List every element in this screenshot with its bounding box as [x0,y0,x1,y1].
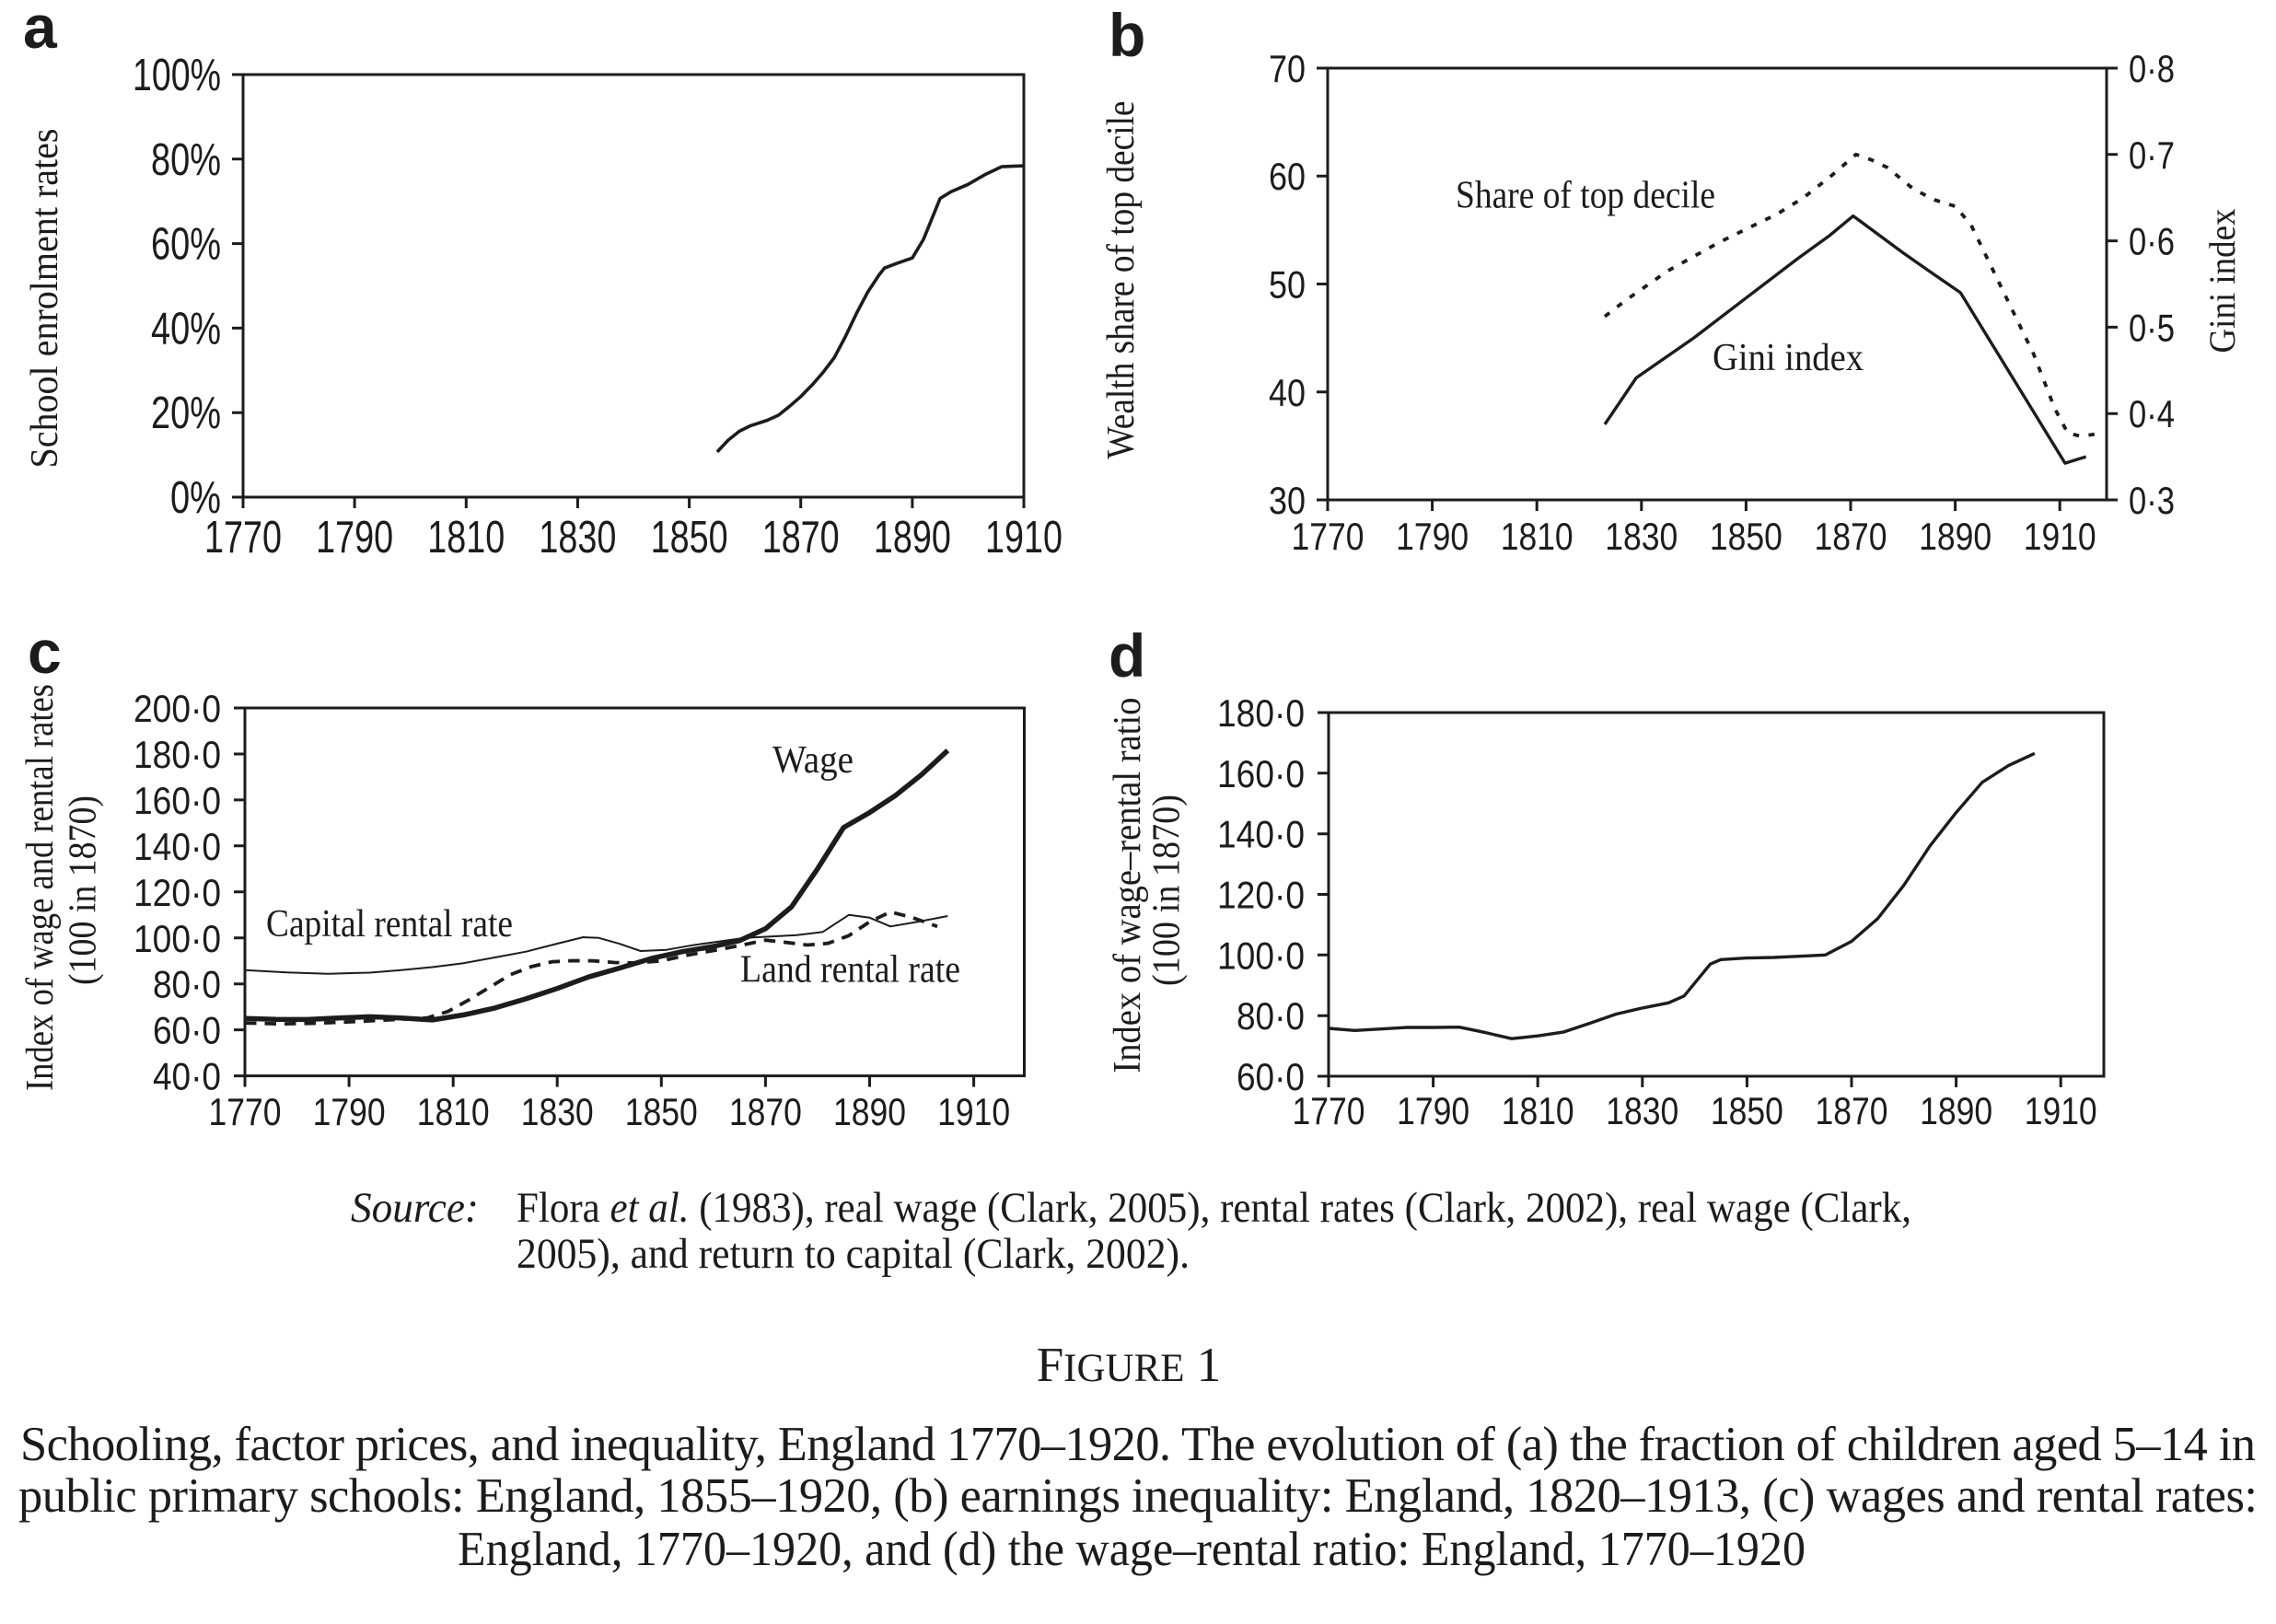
svg-text:(100 in 1870): (100 in 1870) [63,795,105,985]
svg-text:100%: 100% [133,51,221,100]
svg-text:Index of wage–rental ratio: Index of wage–rental ratio [1107,698,1149,1073]
svg-text:1890: 1890 [874,513,951,563]
svg-text:40·0: 40·0 [153,1055,221,1098]
svg-text:140·0: 140·0 [134,825,221,868]
svg-text:School enrolment rates: School enrolment rates [24,129,66,469]
svg-text:1910: 1910 [985,513,1063,563]
svg-text:1830: 1830 [539,513,616,563]
svg-text:80·0: 80·0 [1237,994,1305,1038]
svg-text:Source:: Source: [351,1184,479,1232]
svg-text:140·0: 140·0 [1217,813,1305,856]
svg-text:100·0: 100·0 [134,917,221,960]
svg-text:80·0: 80·0 [153,963,221,1006]
svg-text:0·6: 0·6 [2129,220,2175,263]
svg-text:Gini index: Gini index [1713,337,1864,379]
svg-text:60·0: 60·0 [1237,1055,1305,1098]
svg-text:Share of top decile: Share of top decile [1456,175,1715,217]
svg-text:30: 30 [1269,479,1306,522]
svg-text:70: 70 [1269,47,1306,90]
svg-text:public primary schools: Englan: public primary schools: England, 1855–19… [18,1469,2258,1523]
svg-text:180·0: 180·0 [134,733,221,776]
svg-text:1850: 1850 [625,1090,698,1133]
svg-text:1870: 1870 [762,513,840,563]
svg-text:20%: 20% [151,389,221,438]
svg-text:40%: 40% [151,304,221,354]
svg-text:60%: 60% [151,220,221,270]
svg-text:1910: 1910 [2024,515,2096,558]
svg-text:160·0: 160·0 [1217,752,1305,795]
svg-text:b: b [1109,1,1145,69]
svg-text:1890: 1890 [1920,1089,1992,1132]
svg-text:1870: 1870 [1816,1089,1888,1132]
svg-text:Flora et al. (1983), real wage: Flora et al. (1983), real wage (Clark, 2… [517,1184,1911,1232]
svg-text:Index of wage and rental rates: Index of wage and rental rates [19,684,62,1091]
svg-text:Capital rental rate: Capital rental rate [266,903,513,945]
svg-text:50: 50 [1269,263,1306,307]
svg-text:80%: 80% [151,135,221,185]
svg-text:England, 1770–1920, and (d) th: England, 1770–1920, and (d) the wage–ren… [458,1523,1806,1576]
svg-text:0·4: 0·4 [2129,392,2175,435]
svg-text:40: 40 [1269,371,1306,414]
svg-text:200·0: 200·0 [134,687,221,730]
svg-text:1810: 1810 [417,1090,490,1133]
svg-text:Land rental rate: Land rental rate [740,949,960,992]
svg-text:0%: 0% [170,473,221,523]
svg-text:120·0: 120·0 [134,871,221,914]
svg-text:0·5: 0·5 [2129,306,2175,349]
svg-text:1850: 1850 [1710,515,1782,558]
svg-text:(100 in 1870): (100 in 1870) [1146,795,1189,986]
svg-text:FIGURE 1: FIGURE 1 [1037,1339,1222,1392]
svg-text:d: d [1109,621,1145,690]
svg-text:120·0: 120·0 [1217,874,1305,917]
svg-text:1810: 1810 [1501,515,1573,558]
svg-text:180·0: 180·0 [1217,691,1305,735]
svg-text:1770: 1770 [209,1090,282,1133]
svg-text:1790: 1790 [316,513,393,563]
svg-text:1770: 1770 [204,513,282,563]
svg-text:0·7: 0·7 [2129,133,2175,177]
svg-text:Gini index: Gini index [2201,209,2243,354]
svg-text:1790: 1790 [1396,515,1469,558]
svg-text:1810: 1810 [1502,1089,1574,1132]
svg-text:1910: 1910 [2025,1089,2097,1132]
svg-text:1830: 1830 [521,1090,594,1133]
svg-text:1890: 1890 [1919,515,1992,558]
svg-text:1770: 1770 [1293,1089,1365,1132]
svg-text:160·0: 160·0 [134,779,221,822]
svg-text:1850: 1850 [651,513,728,563]
svg-text:1910: 1910 [937,1090,1010,1133]
svg-text:Schooling, factor prices, and: Schooling, factor prices, and inequality… [20,1418,2256,1471]
svg-text:100·0: 100·0 [1217,934,1305,977]
svg-text:1790: 1790 [1397,1089,1469,1132]
svg-text:1810: 1810 [427,513,505,563]
svg-text:c: c [28,618,62,686]
svg-text:0·3: 0·3 [2129,479,2175,522]
svg-text:1850: 1850 [1711,1089,1783,1132]
svg-text:Wage: Wage [772,739,854,782]
svg-text:1790: 1790 [313,1090,386,1133]
svg-text:1830: 1830 [1605,515,1678,558]
svg-text:1870: 1870 [1815,515,1887,558]
svg-text:60·0: 60·0 [153,1009,221,1052]
svg-text:0·8: 0·8 [2129,47,2175,90]
svg-text:Wealth share of top decile: Wealth share of top decile [1100,101,1143,459]
svg-text:1770: 1770 [1292,515,1364,558]
svg-text:60: 60 [1269,155,1306,198]
svg-text:1870: 1870 [729,1090,802,1133]
svg-text:2005), and return to capital (: 2005), and return to capital (Clark, 200… [517,1230,1190,1278]
svg-text:1830: 1830 [1606,1089,1678,1132]
svg-text:a: a [23,0,58,61]
svg-text:1890: 1890 [833,1090,906,1133]
